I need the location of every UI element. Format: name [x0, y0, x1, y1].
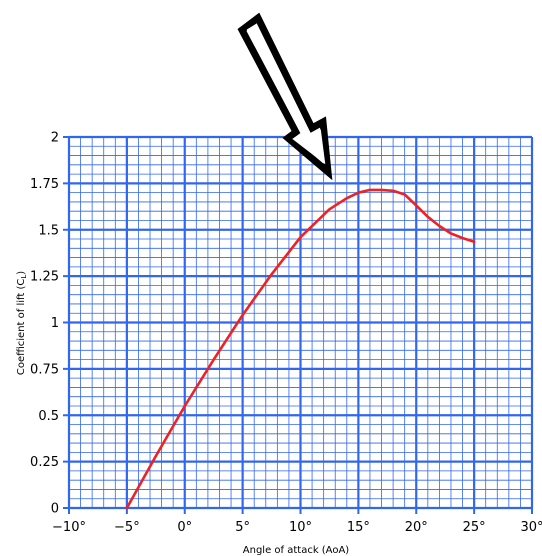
- series-layer: [125, 188, 476, 510]
- x-tick-label: −5°: [114, 520, 140, 535]
- lift-curve-line: [125, 188, 476, 510]
- major-grid: [67, 135, 534, 510]
- y-tick-label: 1.75: [30, 177, 59, 192]
- y-axis-label-close: ): [16, 271, 27, 275]
- x-tick-label: −10°: [52, 520, 86, 535]
- x-tick-label: 20°: [405, 520, 428, 535]
- y-axis-label-text: Coefficient of lift (C: [16, 279, 27, 376]
- annotation-arrow-icon: [237, 12, 333, 181]
- axis-ticks: [63, 136, 533, 514]
- y-axis-label-subscript: L: [20, 275, 28, 279]
- y-tick-label: 2: [51, 131, 59, 146]
- x-tick-label: 30°: [520, 520, 542, 535]
- y-tick-label: 1: [51, 316, 59, 331]
- y-tick-label: 1.25: [30, 270, 59, 285]
- x-tick-label: 0°: [177, 520, 192, 535]
- y-tick-label: 0.75: [30, 362, 59, 377]
- y-tick-label: 1.5: [38, 223, 59, 238]
- y-tick-label: 0.25: [30, 455, 59, 470]
- x-tick-label: 10°: [289, 520, 312, 535]
- x-tick-label: 25°: [463, 520, 486, 535]
- x-axis-label: Angle of attack (AoA): [243, 545, 350, 556]
- y-axis-label: Coefficient of lift (CL): [16, 271, 28, 375]
- tick-labels: −10° −5° 0° 5° 10° 15° 20° 25° 30° 0 0.25 0.5 0.75 1 1…: [30, 131, 542, 536]
- y-tick-label: 0: [51, 502, 59, 517]
- x-tick-label: 15°: [347, 520, 370, 535]
- x-tick-label: 5°: [235, 520, 250, 535]
- y-tick-label: 0.5: [38, 409, 59, 424]
